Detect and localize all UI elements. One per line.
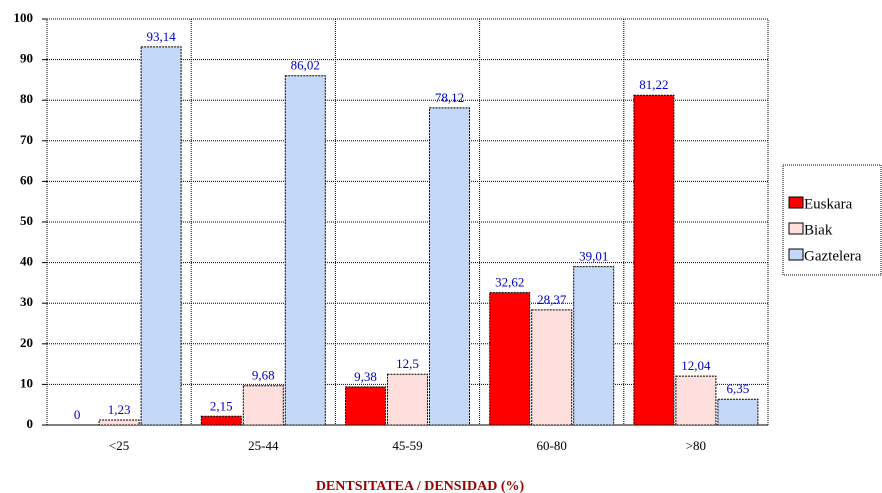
bar [140,46,182,426]
x-tick-label: 25-44 [248,438,279,453]
data-label: 93,14 [146,29,176,44]
bar [489,292,531,426]
y-tick-label: 30 [20,294,33,309]
bar [717,398,759,426]
x-tick-label: 45-59 [392,438,422,453]
bar [284,75,326,426]
y-tick-label: 10 [20,375,33,390]
bar [675,375,717,426]
data-label: 86,02 [291,58,320,73]
x-tick-label: 60-80 [537,438,567,453]
data-label: 2,15 [210,398,233,413]
data-label: 6,35 [727,381,750,396]
legend-swatch [788,248,804,261]
data-label: 9,68 [252,368,275,383]
data-label: 28,37 [537,292,567,307]
bar [345,386,386,426]
plot-border [46,18,769,426]
y-tick-label: 90 [20,51,33,66]
legend-swatch [788,196,804,209]
data-label: 12,5 [396,356,419,371]
y-tick-label: 40 [20,254,33,269]
data-label: 12,04 [681,358,711,373]
y-tick-label: 50 [20,213,33,228]
y-tick-label: 0 [27,416,34,431]
bar [633,94,675,426]
y-tick-label: 60 [20,172,33,187]
data-label: 81,22 [639,77,668,92]
bar [573,266,615,426]
bar [531,309,573,426]
legend-label: Gaztelera [804,248,862,264]
data-label: 32,62 [495,275,524,290]
x-axis-title: DENTSITATEA / DENSIDAD (%) [316,479,525,493]
bar [200,415,242,426]
y-tick-label: 80 [20,91,33,106]
data-label: 0 [74,407,81,422]
data-label: 78,12 [435,90,464,105]
y-tick-label: 70 [20,132,33,147]
y-tick-label: 20 [20,335,33,350]
legend-label: Euskara [804,196,853,212]
data-label: 9,38 [354,369,377,384]
x-tick-label: >80 [686,438,706,453]
bar [387,373,428,426]
bar [242,385,284,426]
bar [429,107,470,426]
data-label: 39,01 [579,249,608,264]
legend-swatch [788,222,804,235]
legend-label: Biak [804,222,833,238]
y-tick-label: 100 [14,10,34,25]
bar [98,419,140,426]
x-tick-label: <25 [109,438,129,453]
data-label: 1,23 [108,402,131,417]
